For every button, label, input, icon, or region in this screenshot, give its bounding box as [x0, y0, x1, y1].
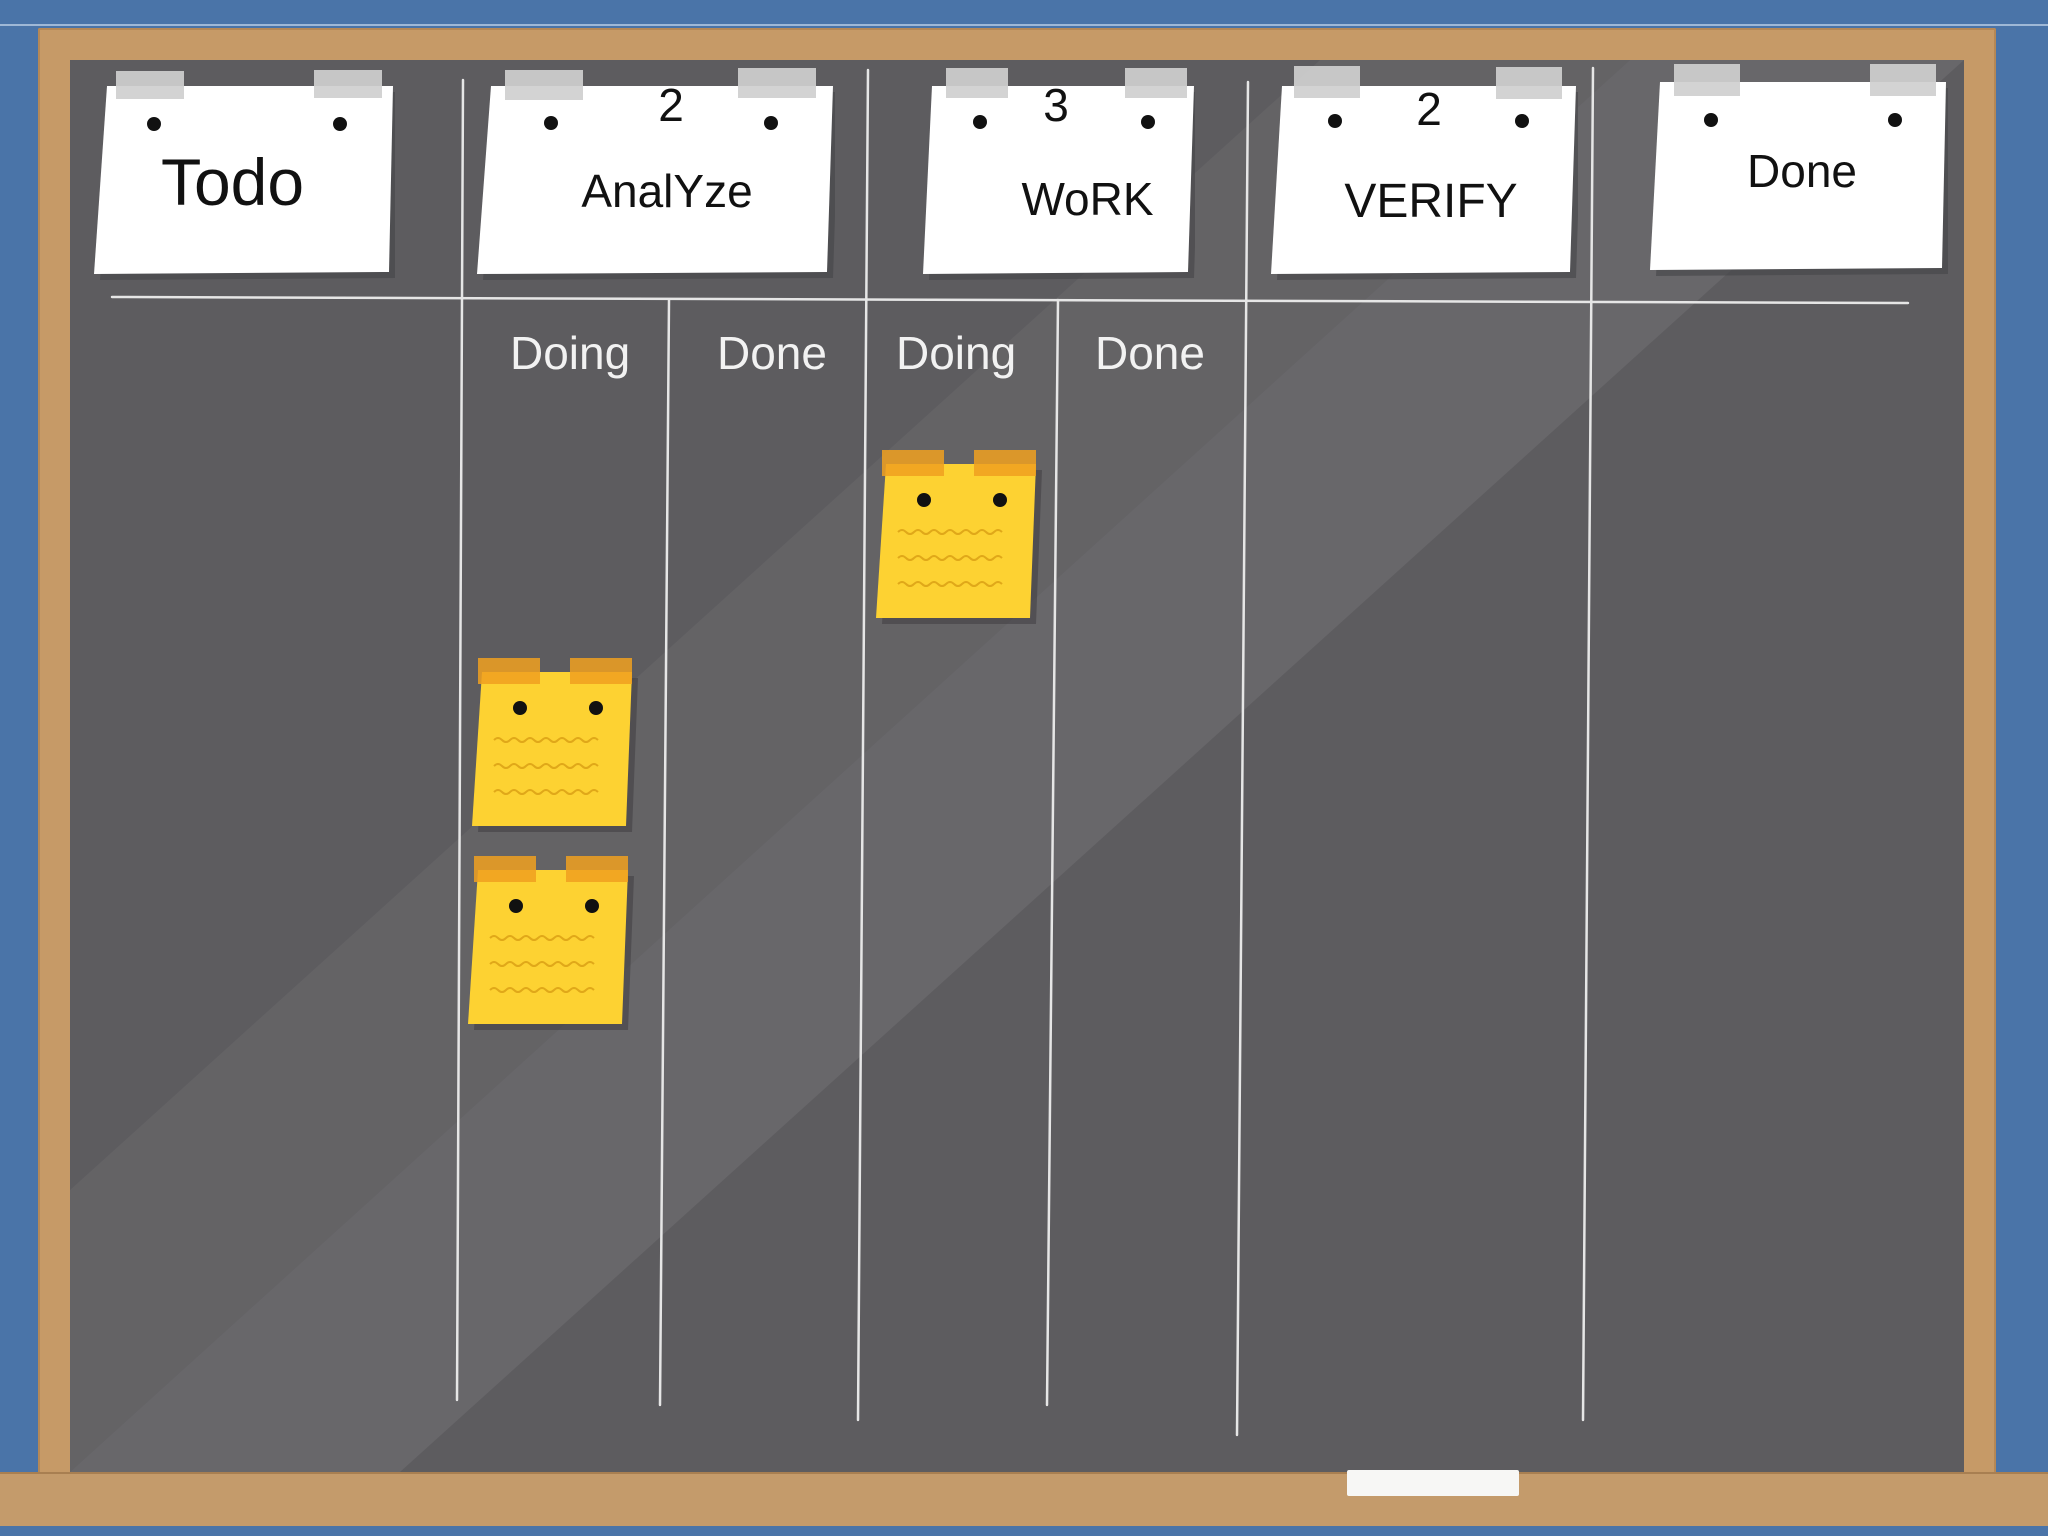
subcolumn-label-work-doing: Doing: [896, 327, 1017, 379]
chalk-ledge: [0, 1472, 2048, 1526]
tape: [882, 450, 944, 476]
tape: [505, 70, 583, 100]
tape: [116, 71, 184, 99]
paper-card: [477, 68, 835, 280]
paper-card: [94, 70, 395, 280]
sticky-note-card[interactable]: [468, 656, 638, 836]
sticky-note: [468, 856, 634, 1030]
column-title: Done: [1747, 145, 1857, 197]
column-title: WoRK: [1021, 173, 1154, 225]
column-title: VERIFY: [1344, 175, 1518, 228]
tape: [1125, 68, 1187, 98]
tape: [974, 450, 1036, 476]
wip-limit: 2: [658, 79, 684, 131]
column-header-analyze: 2 AnalYze: [475, 66, 835, 281]
sticky-note-card[interactable]: [464, 854, 634, 1034]
tape: [314, 70, 382, 98]
column-header-work: 3 WoRK: [920, 66, 1195, 281]
column-header-done: Done: [1648, 64, 1948, 279]
tape: [566, 856, 628, 882]
tape: [1294, 66, 1360, 98]
wip-limit: 3: [1043, 79, 1069, 131]
column-header-todo: Todo: [90, 66, 395, 281]
paper-card: [923, 68, 1195, 280]
wip-limit: 2: [1416, 83, 1442, 135]
sticky-note: [472, 658, 638, 832]
tape: [570, 658, 632, 684]
subcolumn-label-work-done: Done: [1095, 327, 1205, 379]
tape: [738, 68, 816, 98]
sticky-note-card[interactable]: [872, 448, 1042, 628]
column-title: Todo: [160, 145, 305, 219]
paper-card: [1650, 64, 1948, 276]
subcolumn-label-analyze-done: Done: [717, 327, 827, 379]
paper-card: [1271, 66, 1578, 280]
tape: [1496, 67, 1562, 99]
chalk-stick: [1347, 1470, 1519, 1496]
tape: [946, 68, 1008, 98]
tape: [474, 856, 536, 882]
wall-edge-line: [0, 24, 2048, 26]
sticky-note: [876, 450, 1042, 624]
column-title: AnalYze: [581, 165, 753, 217]
tape: [1674, 64, 1740, 96]
subcolumn-label-analyze-doing: Doing: [510, 327, 631, 379]
column-header-verify: 2 VERIFY: [1268, 66, 1578, 281]
tape: [1870, 64, 1936, 96]
tape: [478, 658, 540, 684]
